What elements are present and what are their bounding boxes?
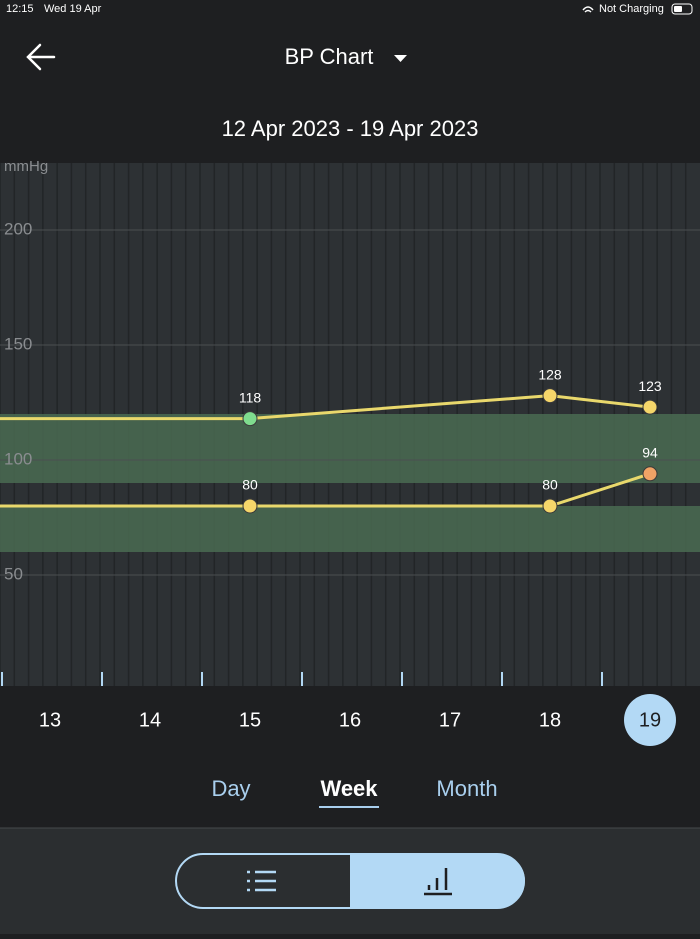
data-point: [242, 498, 258, 514]
list-icon[interactable]: [247, 870, 276, 892]
battery-icon: [671, 3, 693, 15]
x-tick-label[interactable]: 17: [439, 709, 461, 731]
chart-icon: [424, 868, 452, 896]
status-battery: Not Charging: [599, 3, 664, 15]
y-tick-label: 50: [4, 564, 23, 583]
x-tick-label[interactable]: 19: [639, 709, 661, 731]
period-tab[interactable]: Day: [211, 776, 250, 801]
status-date: Wed 19 Apr: [44, 3, 102, 15]
data-label: 94: [642, 445, 658, 461]
data-label: 123: [638, 378, 662, 394]
data-label: 118: [239, 389, 262, 405]
chart-view-button-edge: [350, 854, 380, 908]
data-point: [242, 411, 258, 427]
period-tab[interactable]: Month: [436, 776, 497, 801]
data-label: 80: [242, 477, 258, 493]
wifi-icon: [582, 6, 594, 13]
y-tick-label: 150: [4, 334, 32, 353]
normal-range: [0, 506, 700, 552]
x-tick-label[interactable]: 13: [39, 709, 61, 731]
chart: 50 100 150 200 mmHg 118 128 123 80 80 94 13 14 15 16 17…: [0, 158, 700, 746]
view-toggle: [175, 853, 525, 909]
data-point: [642, 399, 658, 415]
data-point: [542, 388, 558, 404]
y-tick-label: 100: [4, 449, 32, 468]
x-tick-label[interactable]: 15: [239, 709, 261, 731]
status-time: 12:15: [6, 3, 34, 15]
data-point: [642, 466, 658, 482]
x-tick-label[interactable]: 14: [139, 709, 161, 731]
data-label: 128: [538, 366, 562, 382]
dropdown-arrow[interactable]: [394, 55, 407, 62]
data-label: 80: [542, 477, 558, 493]
x-tick-label[interactable]: 18: [539, 709, 561, 731]
period-tab[interactable]: Week: [320, 776, 378, 801]
back-button[interactable]: [26, 43, 56, 71]
selected-day: [624, 694, 676, 746]
y-tick-label: 200: [4, 219, 32, 238]
x-tick-label[interactable]: 16: [339, 709, 361, 731]
date-range: 12 Apr 2023 - 19 Apr 2023: [222, 116, 479, 141]
battery-level: [674, 6, 682, 12]
y-axis-label: mmHg: [4, 158, 48, 175]
normal-range: [0, 414, 700, 483]
data-point: [542, 498, 558, 514]
page-title[interactable]: BP Chart: [285, 44, 374, 69]
